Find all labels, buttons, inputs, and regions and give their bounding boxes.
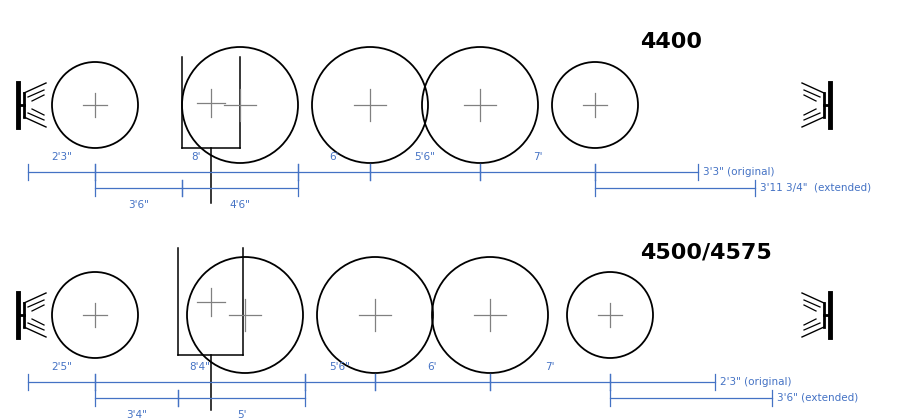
- Text: 3'6" (extended): 3'6" (extended): [777, 393, 859, 403]
- Text: 2'3" (original): 2'3" (original): [720, 377, 791, 387]
- Text: 2'5": 2'5": [51, 362, 72, 372]
- Text: 7': 7': [533, 152, 542, 162]
- Text: 6': 6': [329, 152, 338, 162]
- Text: 5'6": 5'6": [329, 362, 350, 372]
- Text: 7': 7': [545, 362, 554, 372]
- Text: 3'6": 3'6": [128, 200, 148, 210]
- Text: 8': 8': [192, 152, 202, 162]
- Text: 6': 6': [428, 362, 437, 372]
- Text: 3'4": 3'4": [126, 410, 147, 420]
- Text: 8'4": 8'4": [190, 362, 211, 372]
- Text: 5'6": 5'6": [415, 152, 436, 162]
- Text: 3'3" (original): 3'3" (original): [703, 167, 775, 177]
- Text: 5': 5': [237, 410, 247, 420]
- Text: 4'6": 4'6": [230, 200, 250, 210]
- Text: 3'11 3/4"  (extended): 3'11 3/4" (extended): [760, 183, 871, 193]
- Text: 2'3": 2'3": [51, 152, 72, 162]
- Text: 4500/4575: 4500/4575: [640, 242, 772, 262]
- Text: 4400: 4400: [640, 32, 702, 52]
